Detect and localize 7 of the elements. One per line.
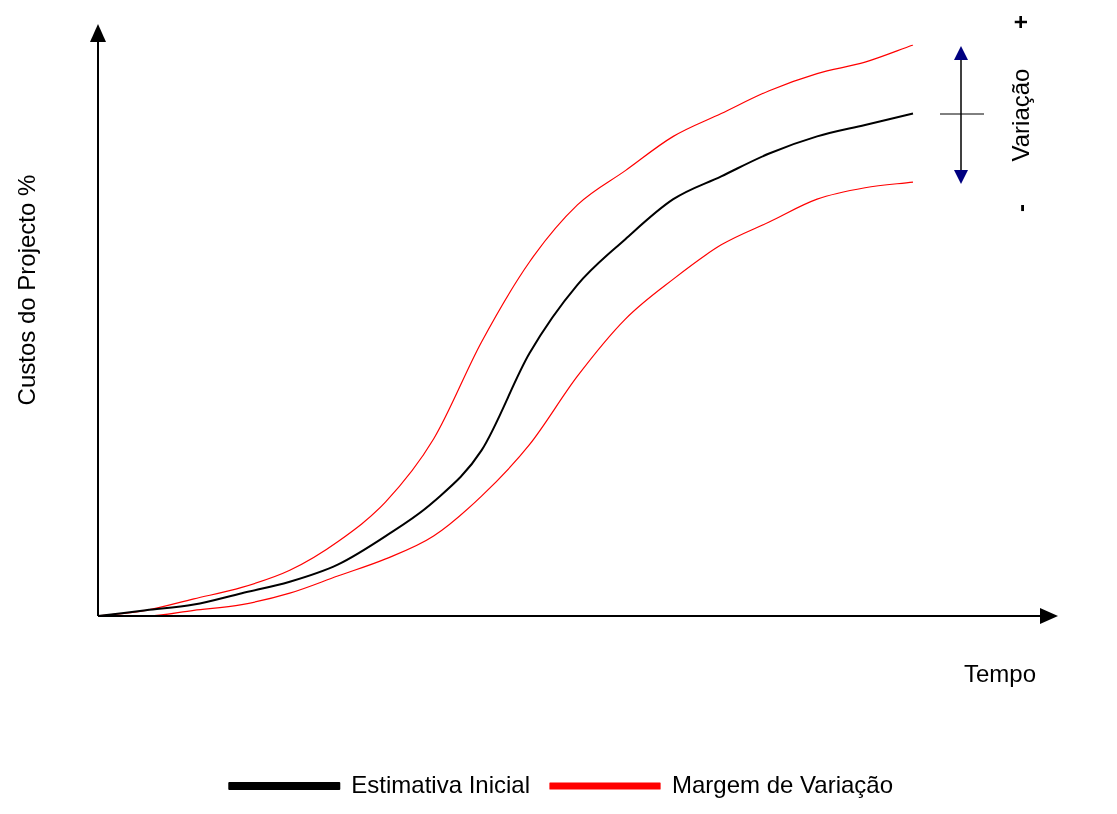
legend-label: Margem de Variação [672,770,894,798]
text: + [1006,14,1034,30]
y-axis-title: Custos do Projecto % [12,174,40,406]
text: Variação [1006,68,1034,162]
x-axis-title: Tempo [963,659,1037,687]
legend-label: Estimativa Inicial [351,770,531,798]
text: - [1006,204,1034,212]
